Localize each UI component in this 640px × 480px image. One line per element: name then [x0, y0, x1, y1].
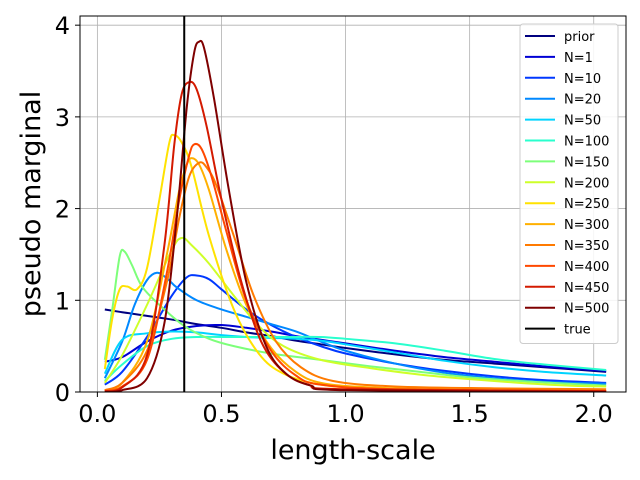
y-tick-label: 1: [55, 287, 70, 315]
legend-label: N=500: [564, 302, 609, 317]
legend-label: N=350: [564, 239, 609, 254]
series-line-n-400: [104, 142, 607, 392]
series-line-n-150: [103, 248, 607, 387]
x-axis-ticks: 0.0 0.5 1.0 1.5 2.0: [78, 392, 613, 428]
legend-label: N=150: [564, 155, 609, 170]
legend-label: N=300: [564, 218, 609, 233]
y-tick-label: 2: [55, 196, 70, 224]
legend-box: [519, 23, 619, 344]
legend-label: prior: [564, 30, 595, 45]
legend-label: N=200: [564, 176, 609, 191]
series-line-n-300: [104, 157, 607, 392]
legend-label: N=100: [564, 135, 609, 150]
legend-label: N=400: [564, 260, 609, 275]
x-axis-label: length-scale: [270, 435, 435, 466]
legend-label: N=1: [564, 51, 593, 66]
legend-label: N=450: [564, 281, 609, 296]
series-line-n-100: [104, 335, 607, 382]
y-axis-label: pseudo marginal: [16, 91, 47, 317]
x-tick-label: 2.0: [575, 400, 613, 428]
legend-label: true: [564, 323, 591, 338]
legend-label: N=250: [564, 197, 609, 212]
legend-label: N=50: [564, 114, 601, 129]
y-tick-label: 3: [55, 104, 70, 132]
x-tick-label: 0.0: [78, 400, 116, 428]
series-line-n-1: [104, 323, 607, 372]
x-tick-label: 1.0: [326, 400, 364, 428]
legend-label: N=20: [564, 93, 601, 108]
x-tick-label: 1.5: [451, 400, 489, 428]
series-line-n-10: [104, 274, 607, 386]
legend: prior N=1 N=10 N=20 N=50 N=100 N=150 N=200 N=250…: [519, 23, 619, 344]
series-lines: [103, 39, 607, 392]
legend-label: N=10: [564, 72, 601, 87]
y-tick-label: 0: [55, 379, 70, 407]
x-tick-label: 0.5: [202, 400, 240, 428]
series-line-n-50: [103, 330, 607, 377]
series-line-n-20: [103, 271, 607, 385]
y-axis-ticks: 0 1 2 3 4: [55, 12, 80, 407]
y-tick-label: 4: [55, 12, 70, 40]
series-line-n-500: [104, 39, 607, 392]
plot-frame: [79, 15, 627, 393]
